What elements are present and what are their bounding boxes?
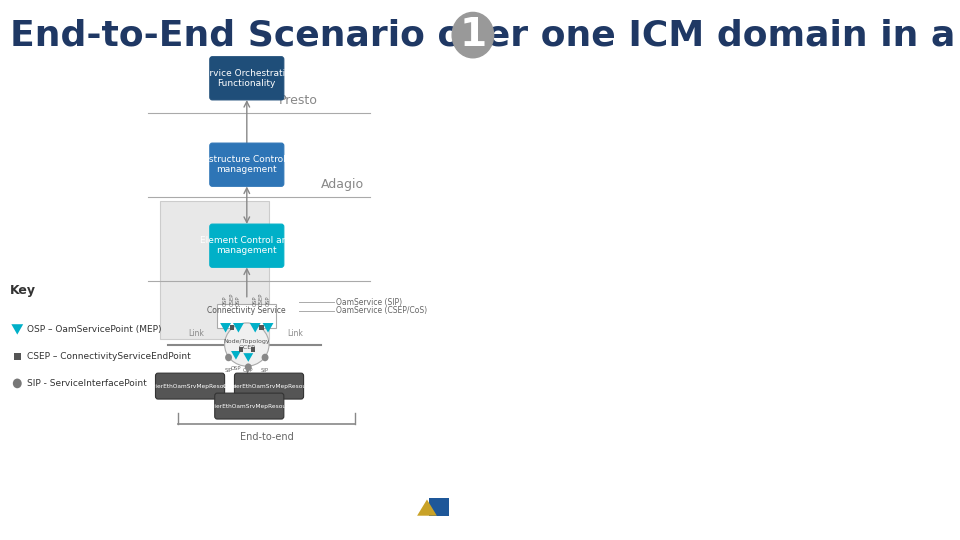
Text: OamService (SIP): OamService (SIP) bbox=[336, 298, 402, 307]
Text: Key: Key bbox=[10, 284, 36, 297]
Text: End-to-End Scenario over one ICM domain in a SP Network: End-to-End Scenario over one ICM domain … bbox=[10, 18, 960, 52]
Text: OamService (CSEP/CoS): OamService (CSEP/CoS) bbox=[336, 306, 427, 315]
Text: OSP: OSP bbox=[223, 296, 228, 306]
Text: Node/Topology
GCEP: Node/Topology GCEP bbox=[224, 339, 270, 350]
Polygon shape bbox=[233, 323, 244, 333]
Text: Link: Link bbox=[287, 329, 302, 339]
Text: 1: 1 bbox=[459, 16, 487, 54]
Bar bbox=[239, 347, 243, 352]
Circle shape bbox=[452, 12, 493, 58]
Bar bbox=[13, 353, 21, 360]
Text: End-to-end: End-to-end bbox=[240, 432, 294, 442]
Text: OSP: OSP bbox=[243, 368, 253, 373]
Bar bbox=[251, 347, 255, 352]
FancyBboxPatch shape bbox=[210, 143, 284, 186]
Text: CSEP – ConnectivityServiceEndPoint: CSEP – ConnectivityServiceEndPoint bbox=[27, 352, 191, 361]
Text: SIP: SIP bbox=[261, 368, 269, 373]
Text: Element Control and
management: Element Control and management bbox=[201, 236, 294, 255]
Polygon shape bbox=[417, 500, 437, 516]
Circle shape bbox=[262, 354, 269, 361]
Text: Infrastructure Control and
management: Infrastructure Control and management bbox=[188, 155, 305, 174]
Polygon shape bbox=[263, 323, 274, 333]
Text: SIP: SIP bbox=[244, 378, 252, 383]
Polygon shape bbox=[231, 351, 241, 360]
Circle shape bbox=[245, 363, 252, 371]
Text: Connectivity Service: Connectivity Service bbox=[207, 306, 286, 315]
Polygon shape bbox=[12, 324, 23, 335]
Circle shape bbox=[225, 354, 232, 361]
Text: CarrierEthOamSrvMepResource: CarrierEthOamSrvMepResource bbox=[143, 383, 237, 389]
FancyBboxPatch shape bbox=[210, 224, 284, 267]
Text: OSP – OamServicePoint (MEP): OSP – OamServicePoint (MEP) bbox=[27, 325, 161, 334]
Text: OSP: OSP bbox=[230, 366, 241, 371]
Text: Presto: Presto bbox=[279, 94, 318, 107]
Text: Adagio: Adagio bbox=[321, 178, 364, 191]
Ellipse shape bbox=[225, 323, 269, 366]
FancyBboxPatch shape bbox=[234, 373, 303, 399]
Text: Service Orchestration
Functionality: Service Orchestration Functionality bbox=[198, 69, 296, 88]
Text: Link: Link bbox=[251, 389, 255, 402]
Bar bbox=[229, 325, 234, 330]
FancyBboxPatch shape bbox=[217, 303, 276, 328]
Text: OSP: OSP bbox=[236, 296, 241, 306]
Text: SIP: SIP bbox=[225, 368, 232, 373]
Text: OSP: OSP bbox=[266, 296, 271, 306]
Text: SIP - ServiceInterfacePoint: SIP - ServiceInterfacePoint bbox=[27, 379, 147, 388]
FancyBboxPatch shape bbox=[160, 201, 269, 339]
Polygon shape bbox=[250, 323, 260, 333]
Bar bbox=[429, 498, 449, 516]
Circle shape bbox=[12, 379, 22, 388]
Polygon shape bbox=[243, 353, 253, 362]
FancyBboxPatch shape bbox=[210, 57, 284, 100]
Text: CSEP: CSEP bbox=[259, 293, 264, 306]
Text: Link: Link bbox=[188, 329, 204, 339]
Polygon shape bbox=[220, 323, 231, 333]
Text: OSP: OSP bbox=[252, 296, 257, 306]
Text: CSEP: CSEP bbox=[229, 293, 234, 306]
Text: CarrierEthOamSrvMepResource: CarrierEthOamSrvMepResource bbox=[203, 403, 296, 409]
Text: CarrierEthOamSrvMepResource: CarrierEthOamSrvMepResource bbox=[223, 383, 316, 389]
Bar bbox=[259, 325, 264, 330]
FancyBboxPatch shape bbox=[156, 373, 225, 399]
FancyBboxPatch shape bbox=[215, 393, 284, 419]
